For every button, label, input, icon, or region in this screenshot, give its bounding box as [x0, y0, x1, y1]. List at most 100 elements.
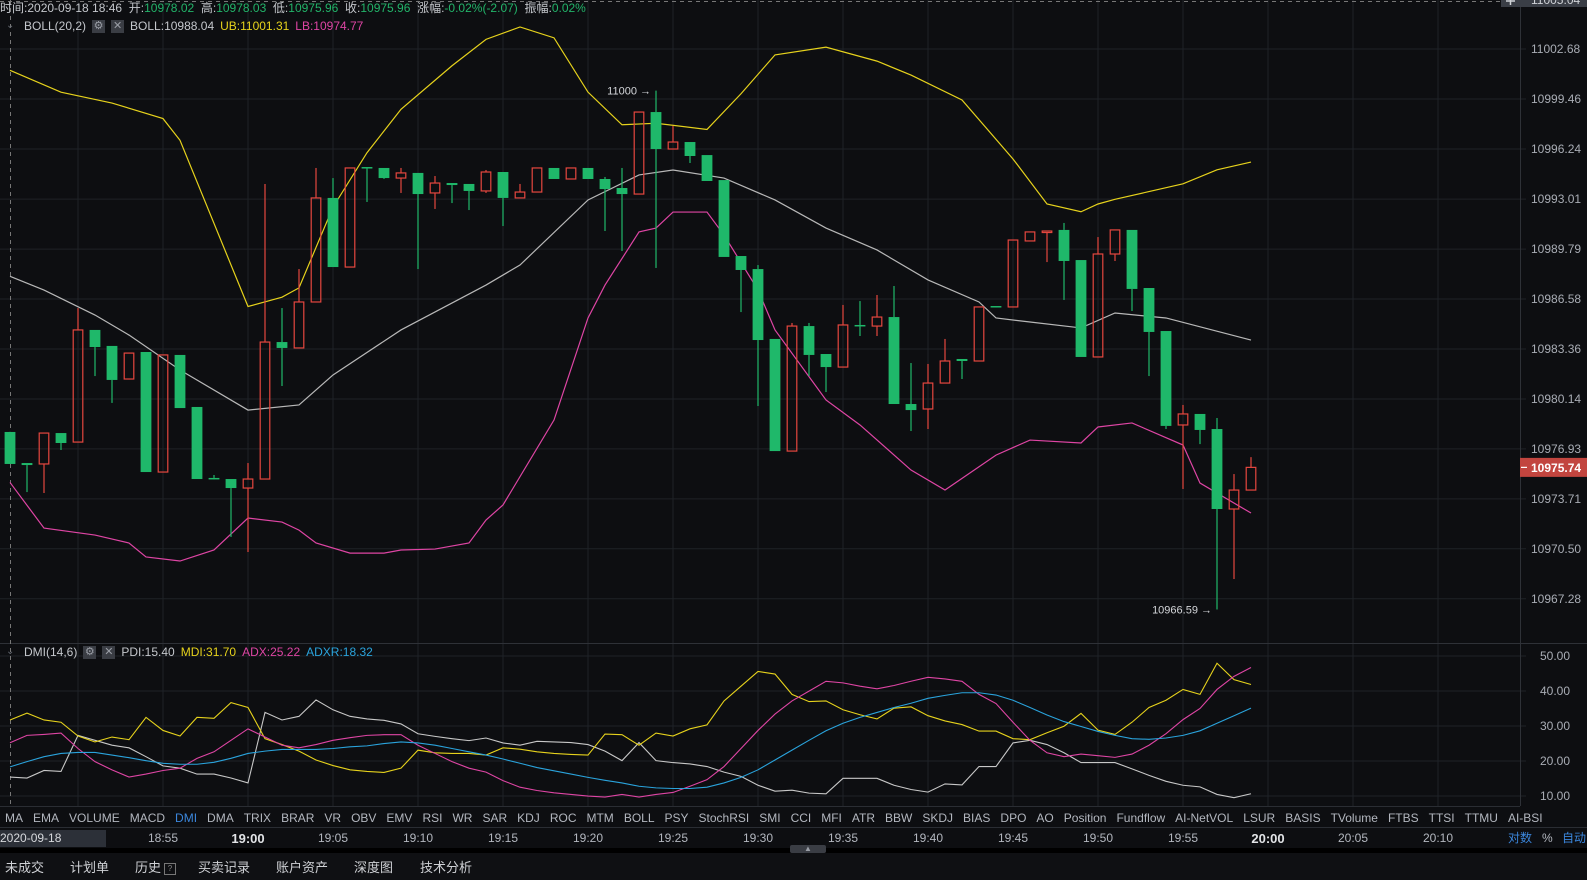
candle: [905, 363, 917, 432]
indicator-tab-ema[interactable]: EMA: [33, 810, 60, 825]
indicator-tab-trix[interactable]: TRIX: [243, 810, 272, 825]
log-scale-toggle[interactable]: 对数: [1508, 831, 1533, 845]
candle: [735, 256, 747, 313]
panel-divider: ▲: [0, 845, 1587, 853]
indicator-tab-ai-netvol[interactable]: AI-NetVOL: [1175, 810, 1234, 825]
candle: [1177, 404, 1189, 489]
bottom-tab[interactable]: 历史?: [135, 857, 177, 876]
candle-body: [905, 404, 917, 411]
open-label: 开:: [128, 1, 145, 15]
plus-glyph: [1506, 0, 1515, 5]
bottom-tab[interactable]: 计划单: [70, 860, 110, 875]
candle: [514, 183, 526, 199]
indicator-tab-lsur[interactable]: LSUR: [1243, 810, 1276, 825]
bottom-tab[interactable]: 技术分析: [420, 860, 473, 875]
candle-body: [310, 197, 322, 303]
indicator-tab-ftbs[interactable]: FTBS: [1387, 810, 1419, 825]
max-price-annotation: 11000 →: [607, 86, 651, 98]
candle-body: [378, 167, 390, 179]
close-icon[interactable]: ✕: [111, 19, 125, 33]
indicator-tab-macd[interactable]: MACD: [129, 810, 166, 825]
indicator-tab-boll[interactable]: BOLL: [623, 810, 655, 825]
indicator-tab-cci[interactable]: CCI: [790, 810, 812, 825]
bottom-tab[interactable]: 未成交: [5, 860, 45, 875]
plus-icon[interactable]: [1501, 0, 1520, 7]
chart-canvas[interactable]: 11002.68 10999.46 10996.24 10993.01 10989.79…: [0, 0, 1587, 806]
help-icon[interactable]: ?: [164, 862, 177, 875]
indicator-tab-volume[interactable]: VOLUME: [69, 810, 120, 825]
candle: [769, 338, 781, 452]
indicator-tab-brar[interactable]: BRAR: [281, 810, 315, 825]
candle-body: [701, 155, 713, 182]
gear-icon[interactable]: ⚙: [92, 19, 106, 33]
candle-body: [871, 316, 883, 327]
auto-scale-toggle[interactable]: 自动: [1562, 831, 1587, 845]
indicator-tab-skdj[interactable]: SKDJ: [922, 810, 954, 825]
candle-body: [89, 329, 101, 348]
boll-name: BOLL(20,2): [24, 19, 87, 33]
indicator-tab-stochrsi[interactable]: StochRSI: [698, 810, 750, 825]
indicator-tab-basis[interactable]: BASIS: [1285, 810, 1321, 825]
gear-icon[interactable]: ⚙: [83, 645, 97, 659]
candle-body: [140, 351, 152, 473]
indicator-tab-ao[interactable]: AO: [1036, 810, 1054, 825]
indicator-tab-position[interactable]: Position: [1063, 810, 1107, 825]
indicator-tab-bbw[interactable]: BBW: [885, 810, 913, 825]
candle: [21, 463, 33, 493]
time-tick-label: 19:50: [1082, 831, 1114, 845]
candle: [1228, 474, 1240, 580]
indicator-tab-dma[interactable]: DMA: [207, 810, 234, 825]
price-axis-label: 10986.58: [1531, 292, 1581, 306]
indicator-tab-emv[interactable]: EMV: [386, 810, 413, 825]
indicator-tab-rsi[interactable]: RSI: [422, 810, 443, 825]
chevron-down-icon[interactable]: ⌄: [6, 646, 15, 657]
indicator-tab-kdj[interactable]: KDJ: [517, 810, 540, 825]
candle: [1194, 413, 1206, 445]
indicator-tab-fundflow[interactable]: Fundflow: [1116, 810, 1166, 825]
candle: [565, 167, 577, 180]
candle: [752, 265, 764, 407]
candle-body: [820, 354, 832, 368]
indicator-tab-atr[interactable]: ATR: [851, 810, 876, 825]
change-label: 涨幅:: [417, 1, 445, 15]
indicator-tab-sar[interactable]: SAR: [482, 810, 508, 825]
indicator-tab-obv[interactable]: OBV: [351, 810, 377, 825]
close-icon[interactable]: ✕: [102, 645, 116, 659]
bottom-tab[interactable]: 账户资产: [276, 860, 329, 875]
indicator-tab-bias[interactable]: BIAS: [963, 810, 991, 825]
candle-body: [837, 324, 849, 368]
candle: [820, 354, 832, 393]
indicator-tab-ttsi[interactable]: TTSI: [1428, 810, 1455, 825]
boll-legend: ⌄ BOLL(20,2) ⚙ ✕ BOLL:10988.04 UB:11001.…: [6, 18, 363, 34]
dmi-axis-label: 40.00: [1540, 684, 1570, 698]
indicator-tab-wr[interactable]: WR: [452, 810, 473, 825]
indicator-tab-dpo[interactable]: DPO: [1000, 810, 1027, 825]
indicator-tab-ai-bsi[interactable]: AI-BSI: [1507, 810, 1543, 825]
bottom-tab[interactable]: 买卖记录: [198, 860, 251, 875]
bottom-tab[interactable]: 深度图: [354, 860, 394, 875]
indicator-tab-dmi[interactable]: DMI: [175, 810, 198, 825]
candle: [1109, 229, 1121, 261]
indicator-tab-psy[interactable]: PSY: [664, 810, 689, 825]
candle: [72, 308, 84, 443]
indicator-tab-mfi[interactable]: MFI: [821, 810, 842, 825]
min-price-annotation: 10966.59 →: [1152, 604, 1212, 616]
candle-body: [786, 325, 798, 452]
candle-body: [633, 111, 645, 195]
candle: [497, 171, 509, 227]
indicator-tab-roc[interactable]: ROC: [549, 810, 577, 825]
boll-mid-value: BOLL:10988.04: [130, 19, 215, 33]
drag-handle-icon[interactable]: ▲: [790, 845, 826, 853]
indicator-tab-ma[interactable]: MA: [5, 810, 23, 825]
indicator-tab-mtm[interactable]: MTM: [586, 810, 614, 825]
candle: [1245, 457, 1257, 491]
indicator-tab-ttmu[interactable]: TTMU: [1464, 810, 1498, 825]
indicator-tab-smi[interactable]: SMI: [759, 810, 781, 825]
indicator-tab-vr[interactable]: VR: [324, 810, 342, 825]
candle: [1160, 331, 1172, 430]
adxr-value: ADXR:18.32: [306, 645, 373, 659]
time-tick-label: 19:25: [657, 831, 689, 845]
percent-toggle[interactable]: %: [1542, 831, 1553, 845]
chevron-down-icon[interactable]: ⌄: [6, 20, 15, 31]
indicator-tab-tvolume[interactable]: TVolume: [1330, 810, 1378, 825]
